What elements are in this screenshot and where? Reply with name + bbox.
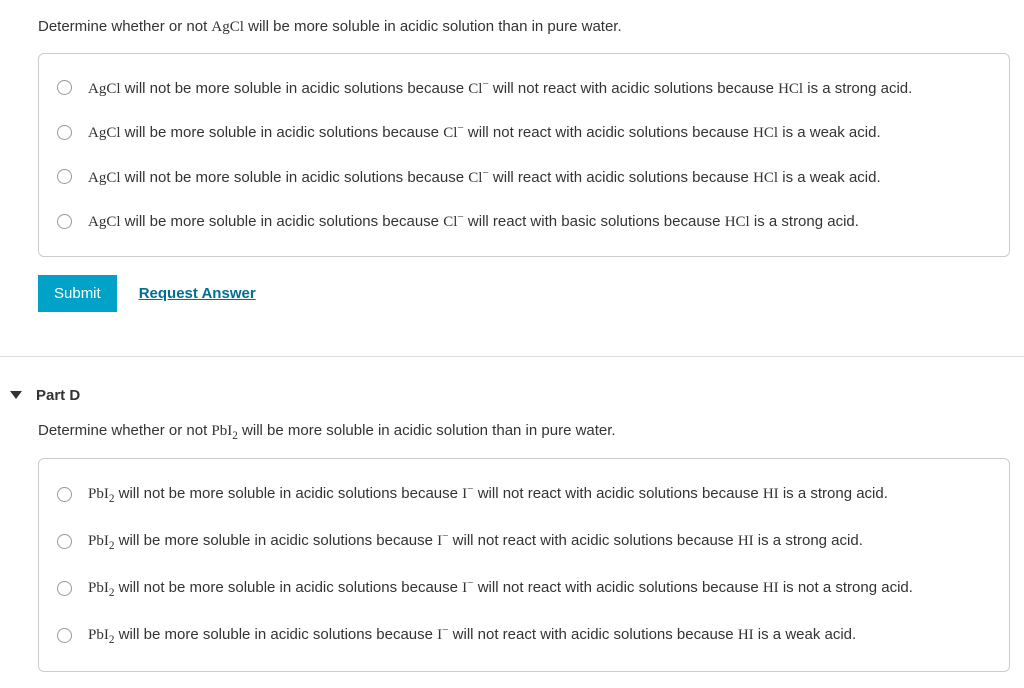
action-row: Submit Request Answer — [38, 275, 1024, 312]
qd-pre: Determine whether or not — [38, 422, 211, 439]
caret-down-icon — [10, 391, 22, 399]
part-d-section: Determine whether or not PbI2 will be mo… — [0, 404, 1024, 688]
option-text: AgCl will be more soluble in acidic solu… — [88, 209, 859, 234]
option-row[interactable]: AgCl will not be more soluble in acidic … — [57, 155, 991, 200]
radio-icon[interactable] — [57, 80, 72, 95]
option-row[interactable]: PbI2 will not be more soluble in acidic … — [57, 471, 991, 518]
question-text-d: Determine whether or not PbI2 will be mo… — [38, 420, 1024, 445]
question-text-c: Determine whether or not AgCl will be mo… — [38, 16, 1024, 39]
option-text: PbI2 will not be more soluble in acidic … — [88, 481, 888, 508]
radio-icon[interactable] — [57, 125, 72, 140]
radio-icon[interactable] — [57, 169, 72, 184]
option-row[interactable]: AgCl will be more soluble in acidic solu… — [57, 110, 991, 155]
radio-icon[interactable] — [57, 581, 72, 596]
options-box-c: AgCl will not be more soluble in acidic … — [38, 53, 1010, 257]
option-text: PbI2 will not be more soluble in acidic … — [88, 575, 913, 602]
qd-chem: PbI2 — [211, 423, 237, 439]
q-pre: Determine whether or not — [38, 18, 211, 35]
part-c-section: Determine whether or not AgCl will be mo… — [0, 0, 1024, 328]
options-box-d: PbI2 will not be more soluble in acidic … — [38, 458, 1010, 672]
option-text: AgCl will not be more soluble in acidic … — [88, 165, 881, 190]
option-row[interactable]: PbI2 will be more soluble in acidic solu… — [57, 612, 991, 659]
option-text: PbI2 will be more soluble in acidic solu… — [88, 528, 863, 555]
option-row[interactable]: PbI2 will not be more soluble in acidic … — [57, 565, 991, 612]
part-d-header[interactable]: Part D — [0, 387, 1024, 404]
qd-post: will be more soluble in acidic solution … — [238, 422, 616, 439]
q-post: will be more soluble in acidic solution … — [244, 18, 622, 35]
option-row[interactable]: AgCl will not be more soluble in acidic … — [57, 66, 991, 111]
radio-icon[interactable] — [57, 214, 72, 229]
option-row[interactable]: PbI2 will be more soluble in acidic solu… — [57, 518, 991, 565]
part-label: Part D — [36, 387, 80, 404]
request-answer-link[interactable]: Request Answer — [139, 285, 256, 302]
option-row[interactable]: AgCl will be more soluble in acidic solu… — [57, 199, 991, 244]
submit-button[interactable]: Submit — [38, 275, 117, 312]
option-text: AgCl will be more soluble in acidic solu… — [88, 120, 881, 145]
radio-icon[interactable] — [57, 487, 72, 502]
divider — [0, 356, 1024, 357]
option-text: AgCl will not be more soluble in acidic … — [88, 76, 912, 101]
radio-icon[interactable] — [57, 628, 72, 643]
q-chem: AgCl — [211, 19, 244, 35]
radio-icon[interactable] — [57, 534, 72, 549]
